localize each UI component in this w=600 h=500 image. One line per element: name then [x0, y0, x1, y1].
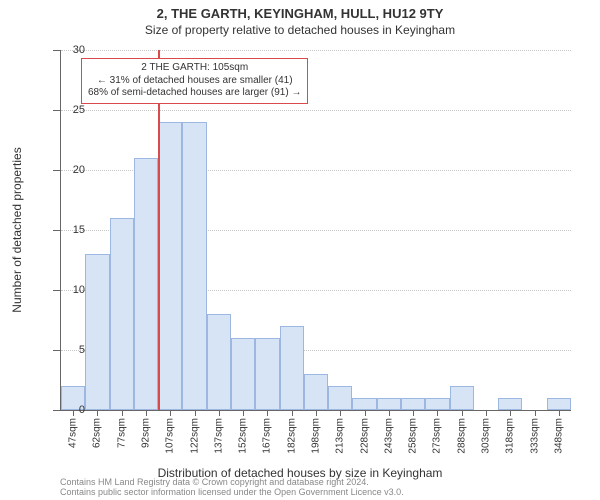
histogram-bar: [85, 254, 109, 410]
histogram-bar: [231, 338, 255, 410]
annotation-line1: 2 THE GARTH: 105sqm: [88, 62, 301, 75]
x-tick-label: 318sqm: [505, 418, 516, 454]
x-tick: [559, 410, 560, 416]
chart-container: 2, THE GARTH, KEYINGHAM, HULL, HU12 9TY …: [0, 0, 600, 500]
chart-subtitle: Size of property relative to detached ho…: [0, 21, 600, 37]
histogram-bar: [328, 386, 352, 410]
x-tick: [243, 410, 244, 416]
x-tick-label: 62sqm: [92, 418, 103, 448]
x-tick: [146, 410, 147, 416]
histogram-bar: [377, 398, 401, 410]
x-tick: [316, 410, 317, 416]
x-tick-label: 198sqm: [311, 418, 322, 454]
x-tick: [437, 410, 438, 416]
x-tick-label: 107sqm: [165, 418, 176, 454]
histogram-bar: [401, 398, 425, 410]
x-tick: [267, 410, 268, 416]
chart-title: 2, THE GARTH, KEYINGHAM, HULL, HU12 9TY: [0, 0, 600, 21]
x-tick-label: 167sqm: [262, 418, 273, 454]
histogram-bar: [498, 398, 522, 410]
x-tick: [122, 410, 123, 416]
y-tick-label: 25: [55, 104, 85, 116]
annotation-line3: 68% of semi-detached houses are larger (…: [88, 87, 301, 100]
plot-area: 47sqm62sqm77sqm92sqm107sqm122sqm137sqm15…: [60, 50, 571, 411]
footer: Contains HM Land Registry data © Crown c…: [60, 478, 404, 498]
histogram-bar: [158, 122, 182, 410]
x-tick: [486, 410, 487, 416]
x-tick-label: 258sqm: [408, 418, 419, 454]
y-tick-label: 5: [55, 344, 85, 356]
x-tick-label: 47sqm: [68, 418, 79, 448]
x-tick: [340, 410, 341, 416]
x-tick: [365, 410, 366, 416]
x-tick-label: 333sqm: [529, 418, 540, 454]
histogram-bar: [547, 398, 571, 410]
x-tick: [195, 410, 196, 416]
x-tick-label: 137sqm: [213, 418, 224, 454]
gridline: [61, 110, 571, 111]
x-tick: [413, 410, 414, 416]
x-tick-label: 92sqm: [141, 418, 152, 448]
y-axis-title: Number of detached properties: [10, 147, 24, 312]
x-tick: [389, 410, 390, 416]
histogram-bar: [425, 398, 449, 410]
y-tick-label: 0: [55, 404, 85, 416]
annotation-line2: ← 31% of detached houses are smaller (41…: [88, 75, 301, 88]
x-tick-label: 122sqm: [189, 418, 200, 454]
x-tick: [535, 410, 536, 416]
x-tick-label: 348sqm: [553, 418, 564, 454]
histogram-bar: [450, 386, 474, 410]
histogram-bar: [182, 122, 206, 410]
x-tick-label: 213sqm: [335, 418, 346, 454]
x-tick-label: 152sqm: [238, 418, 249, 454]
x-tick: [97, 410, 98, 416]
y-tick-label: 15: [55, 224, 85, 236]
x-tick: [462, 410, 463, 416]
y-tick-label: 20: [55, 164, 85, 176]
x-tick-label: 228sqm: [359, 418, 370, 454]
x-tick: [292, 410, 293, 416]
x-tick-label: 77sqm: [116, 418, 127, 448]
annotation-box: 2 THE GARTH: 105sqm ← 31% of detached ho…: [81, 58, 308, 104]
y-tick-label: 10: [55, 284, 85, 296]
x-tick-label: 303sqm: [481, 418, 492, 454]
property-marker-line: [158, 50, 160, 410]
y-tick-label: 30: [55, 44, 85, 56]
x-tick-label: 288sqm: [456, 418, 467, 454]
histogram-bar: [304, 374, 328, 410]
x-tick: [510, 410, 511, 416]
footer-line2: Contains public sector information licen…: [60, 488, 404, 498]
x-tick-label: 243sqm: [383, 418, 394, 454]
gridline: [61, 50, 571, 51]
x-tick: [170, 410, 171, 416]
histogram-bar: [255, 338, 279, 410]
x-tick-label: 182sqm: [286, 418, 297, 454]
histogram-bar: [134, 158, 158, 410]
x-tick: [219, 410, 220, 416]
histogram-bar: [280, 326, 304, 410]
histogram-bar: [352, 398, 376, 410]
histogram-bar: [207, 314, 231, 410]
x-tick-label: 273sqm: [432, 418, 443, 454]
histogram-bar: [110, 218, 134, 410]
